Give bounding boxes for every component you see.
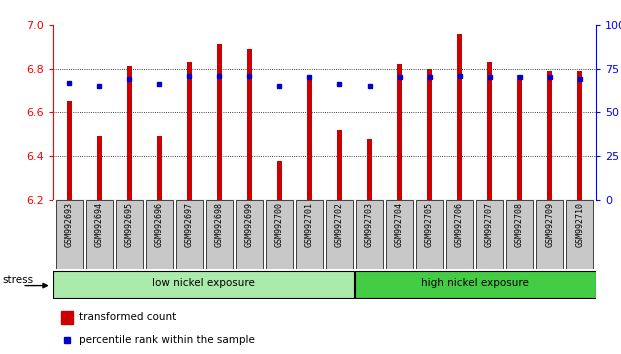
- Bar: [296, 200, 323, 269]
- Bar: [187, 62, 192, 200]
- Bar: [116, 200, 143, 269]
- Text: stress: stress: [2, 275, 34, 285]
- Text: GSM992700: GSM992700: [275, 202, 284, 247]
- Bar: [397, 64, 402, 200]
- Text: low nickel exposure: low nickel exposure: [152, 279, 255, 289]
- Bar: [506, 200, 533, 269]
- Bar: [476, 200, 503, 269]
- Text: GSM992707: GSM992707: [485, 202, 494, 247]
- Bar: [127, 67, 132, 200]
- Text: transformed count: transformed count: [79, 312, 176, 322]
- Text: GSM992708: GSM992708: [515, 202, 524, 247]
- Bar: [176, 200, 203, 269]
- Text: percentile rank within the sample: percentile rank within the sample: [79, 335, 255, 346]
- Bar: [156, 137, 162, 200]
- Bar: [356, 200, 383, 269]
- Bar: [217, 45, 222, 200]
- Text: GSM992709: GSM992709: [545, 202, 554, 247]
- Bar: [487, 62, 492, 200]
- Text: GSM992702: GSM992702: [335, 202, 344, 247]
- Bar: [146, 200, 173, 269]
- Text: GSM992693: GSM992693: [65, 202, 74, 247]
- Bar: [355, 270, 596, 298]
- Text: GSM992703: GSM992703: [365, 202, 374, 247]
- Text: GSM992695: GSM992695: [125, 202, 134, 247]
- Text: GSM992696: GSM992696: [155, 202, 164, 247]
- Text: GSM992710: GSM992710: [575, 202, 584, 247]
- Bar: [386, 200, 413, 269]
- Bar: [446, 200, 473, 269]
- Bar: [61, 311, 73, 324]
- Text: GSM992699: GSM992699: [245, 202, 254, 247]
- Bar: [416, 200, 443, 269]
- Text: GSM992706: GSM992706: [455, 202, 464, 247]
- Bar: [247, 49, 252, 200]
- Bar: [307, 78, 312, 200]
- Text: GSM992705: GSM992705: [425, 202, 434, 247]
- Bar: [577, 71, 582, 200]
- Bar: [56, 200, 83, 269]
- Bar: [86, 200, 113, 269]
- Bar: [517, 75, 522, 200]
- Bar: [206, 200, 233, 269]
- Text: high nickel exposure: high nickel exposure: [422, 279, 529, 289]
- Bar: [536, 200, 563, 269]
- Text: GSM992704: GSM992704: [395, 202, 404, 247]
- Bar: [236, 200, 263, 269]
- Bar: [566, 200, 593, 269]
- Text: GSM992701: GSM992701: [305, 202, 314, 247]
- Bar: [53, 270, 355, 298]
- Bar: [337, 130, 342, 200]
- Bar: [326, 200, 353, 269]
- Text: GSM992694: GSM992694: [95, 202, 104, 247]
- Bar: [66, 102, 72, 200]
- Bar: [97, 137, 102, 200]
- Text: GSM992697: GSM992697: [185, 202, 194, 247]
- Bar: [367, 139, 372, 200]
- Bar: [457, 34, 462, 200]
- Bar: [427, 69, 432, 200]
- Bar: [277, 161, 282, 200]
- Bar: [547, 71, 552, 200]
- Text: GSM992698: GSM992698: [215, 202, 224, 247]
- Bar: [266, 200, 293, 269]
